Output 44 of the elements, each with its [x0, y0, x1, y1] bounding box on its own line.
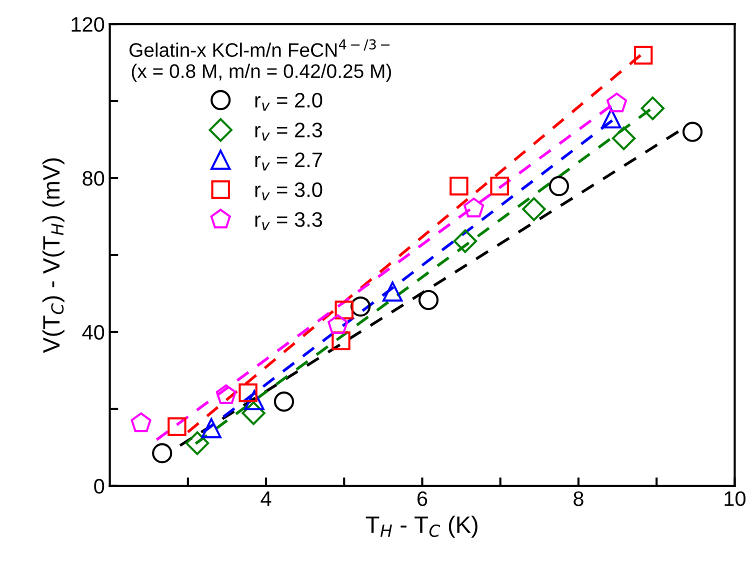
legend-label: r$_{v}$ = 3.3 — [255, 212, 322, 230]
point — [244, 390, 264, 410]
point — [334, 300, 354, 320]
point — [332, 331, 350, 350]
legend-label: r$_{v}$ = 3.0 — [255, 182, 322, 200]
point — [238, 383, 258, 402]
point — [350, 296, 371, 317]
x-tick-label: 8 — [574, 491, 584, 506]
y-tick-label: 80 — [82, 171, 104, 186]
point — [490, 176, 509, 196]
point — [274, 392, 294, 412]
point — [201, 418, 222, 438]
point — [522, 197, 546, 222]
legend-label: r$_{v}$ = 2.0 — [255, 92, 322, 111]
point — [185, 431, 210, 456]
point — [640, 96, 665, 120]
point — [242, 401, 266, 426]
point — [606, 92, 628, 112]
point — [152, 443, 172, 464]
y-axis-title: V(T$_{C}$) - V(T$_{H}$) (mV) — [42, 158, 64, 353]
x-axis-title: T$_{H}$ - T$_{C}$ (K) — [366, 516, 478, 538]
point — [130, 412, 152, 432]
point — [216, 384, 236, 404]
x-tick-label: 10 — [724, 491, 746, 506]
point — [634, 46, 653, 65]
legend-title: Gelatin-x KCl-m/n FeCN$^{4−/3−}$ (x = 0.8 M, m/n = 0.42/0.25 M) — [130, 39, 392, 82]
y-tick-label: 0 — [94, 478, 104, 494]
y-tick-label: 40 — [82, 324, 104, 340]
point — [612, 126, 636, 150]
point — [382, 281, 403, 302]
point — [464, 198, 484, 218]
point — [168, 417, 186, 436]
point — [682, 122, 703, 142]
y-tick-label: 120 — [72, 17, 104, 32]
point — [418, 290, 439, 310]
point — [450, 176, 468, 196]
x-tick-label: 4 — [260, 492, 272, 506]
x-tick-label: 6 — [418, 491, 428, 506]
point — [601, 108, 622, 128]
point — [328, 314, 348, 334]
point — [548, 176, 570, 196]
legend-label: r$_{v}$ = 2.3 — [255, 122, 322, 141]
legend-label: r$_{v}$ = 2.7 — [255, 152, 322, 170]
point — [453, 229, 478, 253]
